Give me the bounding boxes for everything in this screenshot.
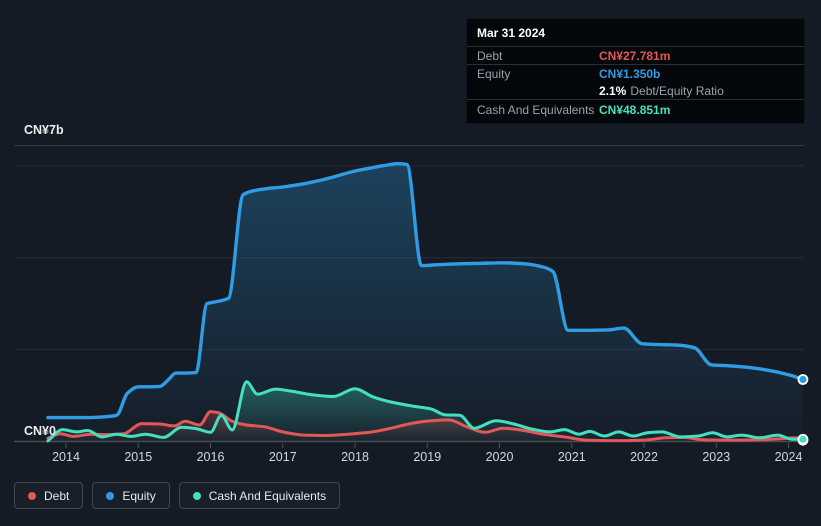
legend-item-debt-label: Debt (44, 488, 70, 503)
tooltip-cash-label: Cash And Equivalents (477, 102, 595, 117)
x-axis-label-2023: 2023 (702, 450, 730, 464)
x-axis-label-2015: 2015 (124, 450, 152, 464)
cash-endpoint-dot (797, 433, 809, 445)
y-axis-zero-label: CN¥0 (24, 424, 56, 438)
tooltip-ratio-label: Debt/Equity Ratio (630, 83, 724, 98)
cash-line (46, 380, 805, 443)
debt-area (47, 411, 803, 442)
equity-line (46, 161, 805, 420)
x-axis-label-2021: 2021 (558, 450, 586, 464)
x-axis-label-2017: 2017 (269, 450, 297, 464)
tooltip-equity-row: Equity CN¥1.350b (467, 65, 804, 82)
tooltip-equity-value: CN¥1.350b (599, 66, 661, 81)
tooltip-date: Mar 31 2024 (467, 19, 804, 47)
equity-area (47, 163, 803, 442)
chart-legend: Debt Equity Cash And Equivalents (14, 482, 341, 509)
tooltip-debt-value: CN¥27.781m (599, 48, 671, 63)
equity-series-swatch (106, 491, 115, 500)
equity-endpoint-dot (797, 374, 809, 385)
cash-series-swatch (192, 491, 201, 500)
legend-item-cash-label: Cash And Equivalents (208, 488, 327, 503)
tooltip-ratio-row: 2.1% Debt/Equity Ratio (467, 82, 804, 100)
x-axis-label-2020: 2020 (486, 450, 514, 464)
tooltip-cash-value: CN¥48.851m (599, 102, 671, 117)
x-axis-label-2016: 2016 (197, 450, 225, 464)
legend-item-equity[interactable]: Equity (92, 482, 170, 509)
legend-item-debt[interactable]: Debt (14, 482, 84, 509)
x-axis-label-2014: 2014 (52, 450, 80, 464)
tooltip-debt-label: Debt (477, 48, 503, 63)
y-axis-max-label: CN¥7b (24, 123, 64, 137)
chart-tooltip: Mar 31 2024 Debt CN¥27.781m Equity CN¥1.… (466, 18, 805, 124)
legend-item-equity-label: Equity (122, 488, 156, 503)
debt-line (46, 410, 805, 443)
tooltip-ratio-value: 2.1% (599, 83, 627, 98)
debt-series-swatch (28, 491, 36, 500)
legend-item-cash[interactable]: Cash And Equivalents (178, 482, 341, 509)
x-axis-label-2024: 2024 (775, 450, 803, 464)
x-axis-label-2018: 2018 (341, 450, 369, 464)
tooltip-equity-label: Equity (477, 66, 511, 81)
x-axis-label-2022: 2022 (630, 450, 658, 464)
tooltip-cash-row: Cash And Equivalents CN¥48.851m (467, 100, 804, 123)
x-axis-label-2019: 2019 (413, 450, 441, 464)
tooltip-debt-row: Debt CN¥27.781m (467, 47, 804, 65)
